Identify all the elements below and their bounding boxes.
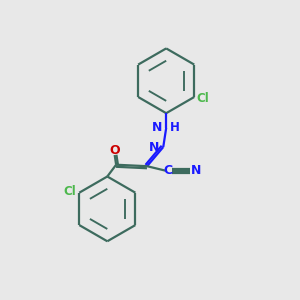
Text: N: N: [191, 164, 202, 177]
Text: Cl: Cl: [64, 185, 76, 198]
Text: Cl: Cl: [196, 92, 209, 105]
Text: O: O: [110, 144, 120, 157]
Text: N: N: [152, 122, 163, 134]
Text: C: C: [163, 164, 172, 177]
Text: H: H: [170, 122, 180, 134]
Text: N: N: [149, 141, 160, 154]
